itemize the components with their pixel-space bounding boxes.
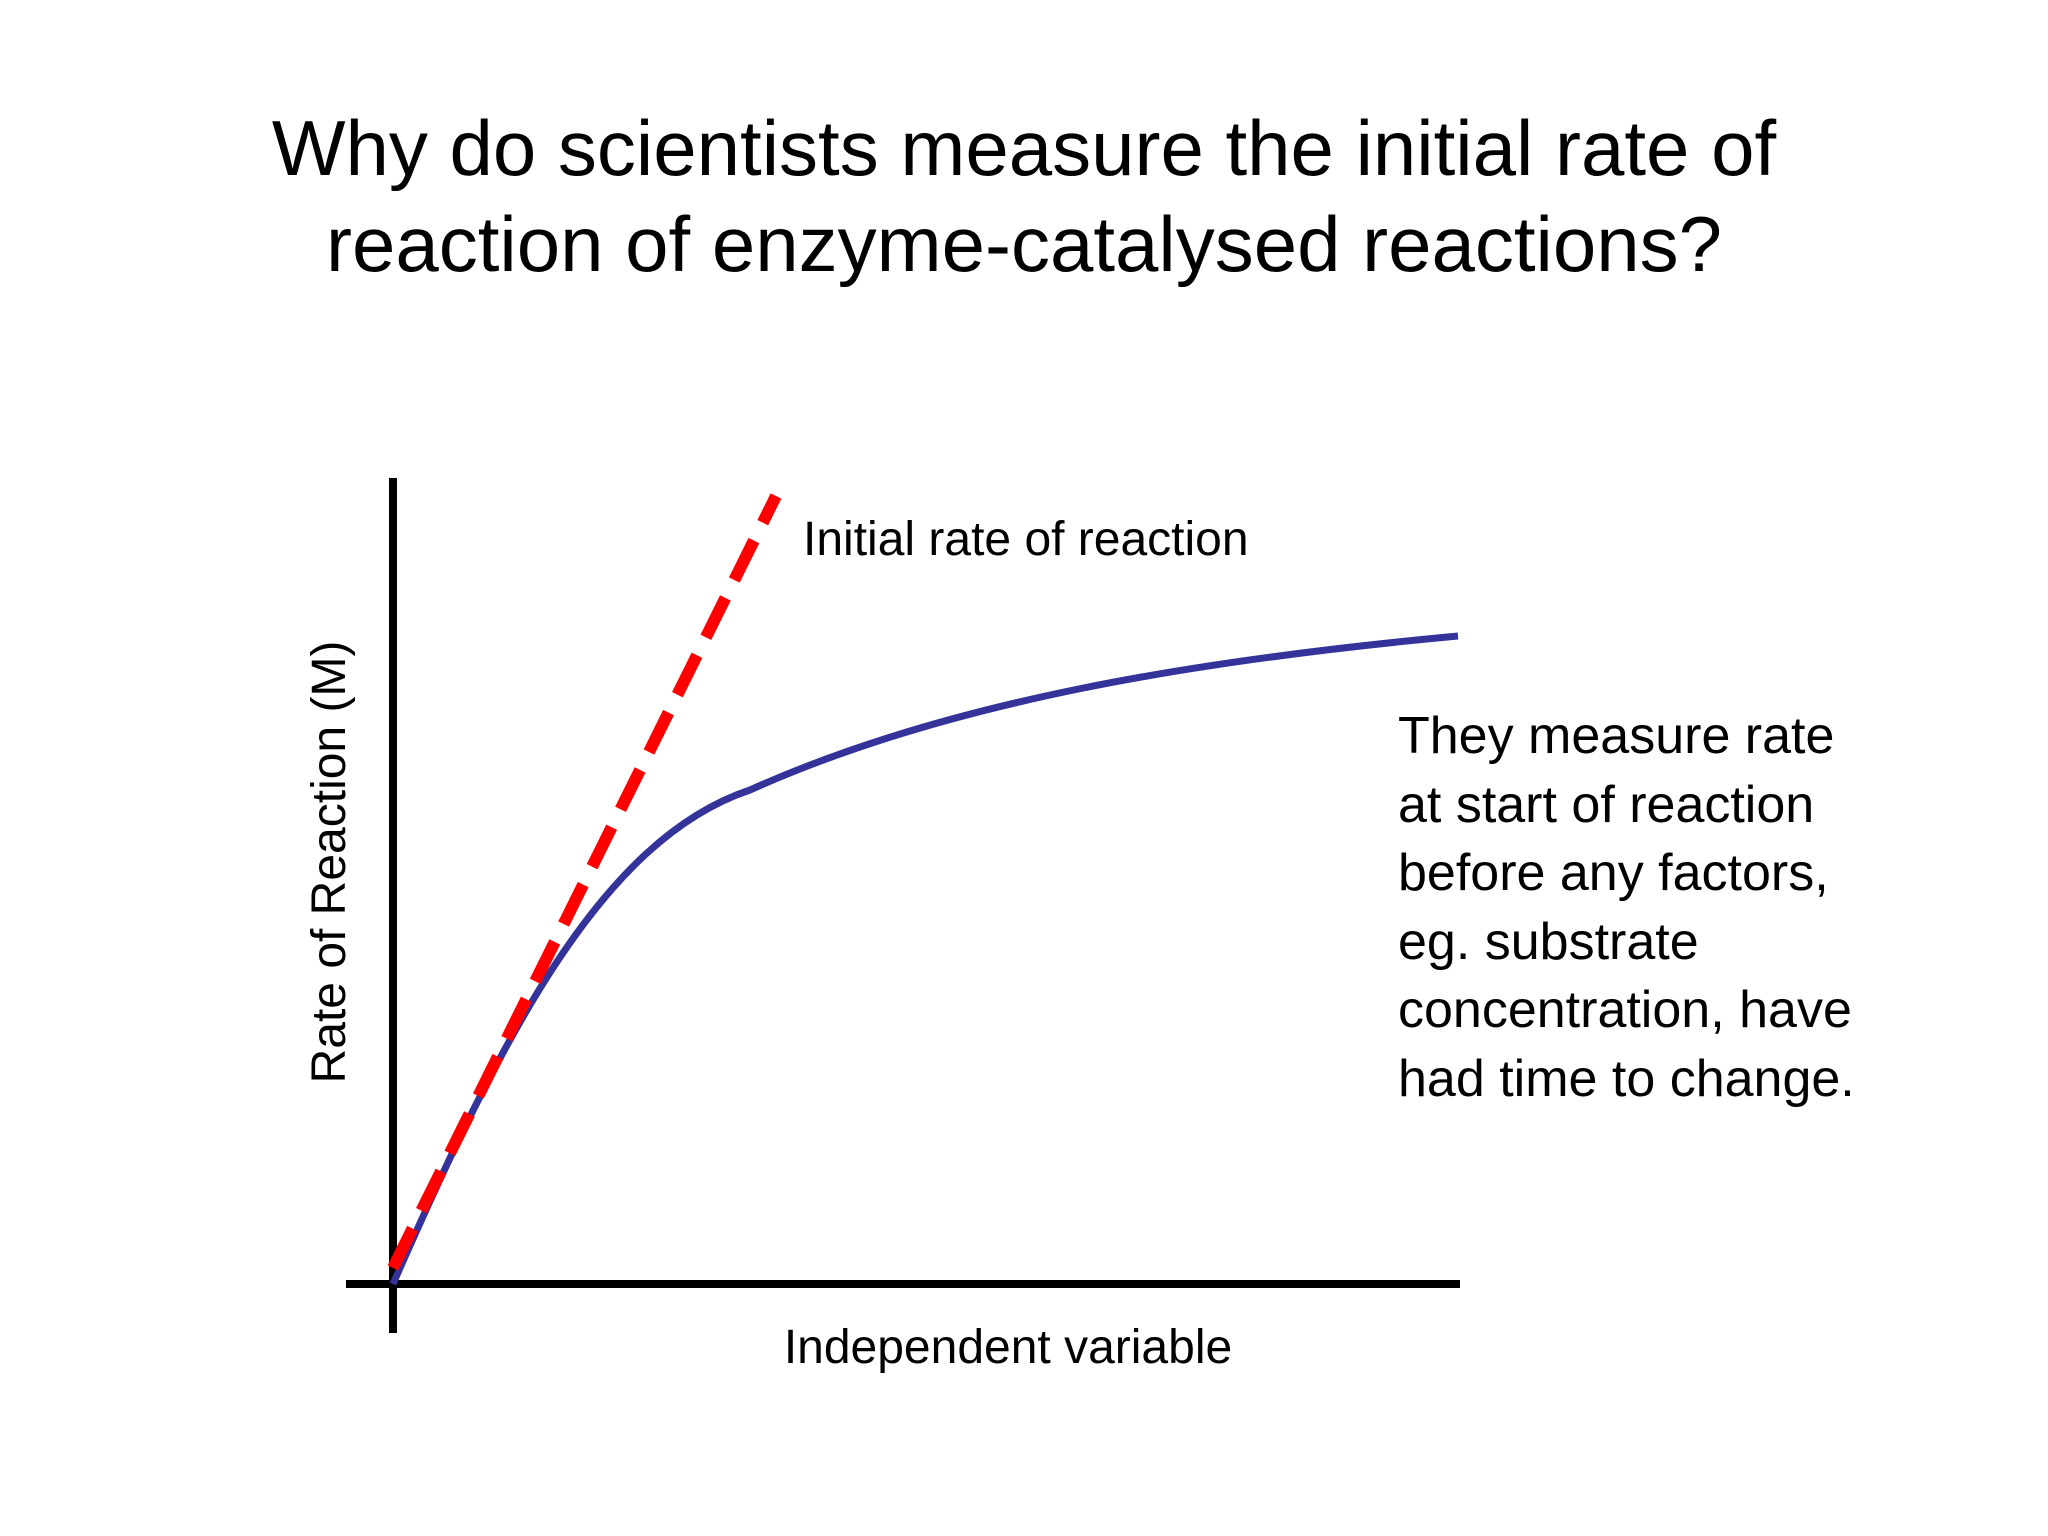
reaction-rate-curve — [389, 632, 1459, 1286]
explanation-line-4: eg. substrate — [1398, 912, 1699, 971]
initial-rate-label: Initial rate of reaction — [803, 513, 1249, 566]
explanation-line-6: had time to change. — [1398, 1049, 1855, 1108]
explanation-line-5: concentration, have — [1398, 981, 1852, 1040]
explanation-line-3: before any factors, — [1398, 844, 1829, 903]
explanation-line-1: They measure rate — [1398, 707, 1835, 765]
y-axis-label: Rate of Reaction (M) — [303, 641, 356, 1084]
initial-rate-dashed-line — [387, 493, 782, 1271]
slide-title: Why do scientists measure the initial ra… — [0, 100, 2048, 292]
explanation-text: They measure rate at start of reaction b… — [1398, 702, 1958, 1114]
title-line-1: Why do scientists measure the initial ra… — [271, 104, 1777, 192]
title-line-2: reaction of enzyme-catalysed reactions? — [325, 200, 1723, 288]
x-axis-label: Independent variable — [784, 1321, 1232, 1374]
explanation-line-2: at start of reaction — [1398, 775, 1815, 834]
